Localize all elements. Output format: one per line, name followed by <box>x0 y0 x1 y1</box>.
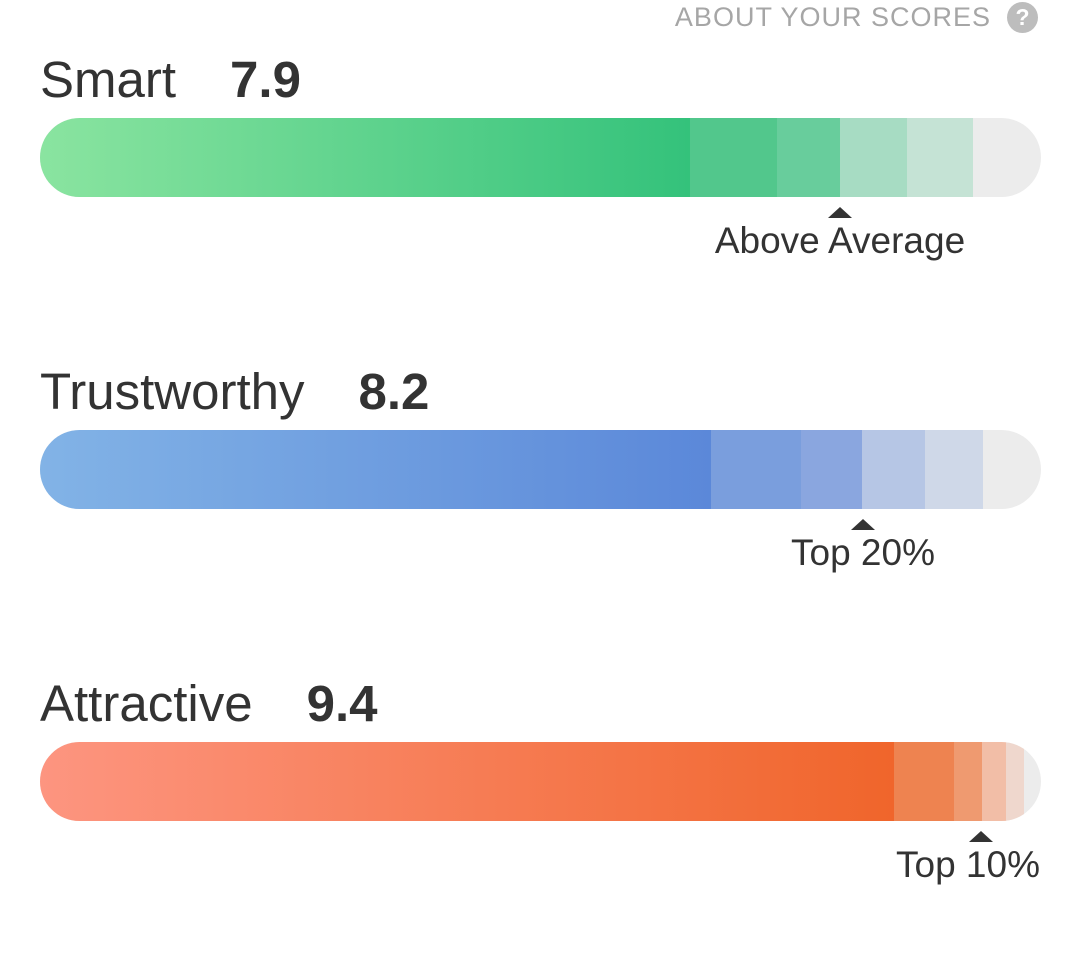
score-bar-segment <box>777 118 840 197</box>
score-header: Smart 7.9 <box>40 50 301 120</box>
about-your-scores-label: ABOUT YOUR SCORES <box>674 2 991 32</box>
score-bar <box>40 118 1041 197</box>
score-name: Trustworthy <box>40 363 305 420</box>
score-bar-segment <box>801 430 862 509</box>
score-bar-fill <box>40 118 690 197</box>
score-name: Attractive <box>40 675 253 732</box>
score-rating-label: Top 20% <box>791 532 935 573</box>
score-bar-segment <box>862 430 925 509</box>
score-bar <box>40 742 1041 821</box>
score-rating-label: Above Average <box>714 220 966 261</box>
score-bar-segment <box>982 742 1006 821</box>
score-value: 8.2 <box>358 363 430 420</box>
score-bar-segment <box>894 742 954 821</box>
score-attractive: Attractive 9.4 Top 10% <box>40 674 1041 934</box>
score-bar-fill <box>40 742 894 821</box>
score-rating-label: Top 10% <box>896 844 1040 885</box>
score-name: Smart <box>40 51 177 108</box>
score-bar-segment <box>711 430 801 509</box>
score-bar-segment <box>840 118 907 197</box>
score-bar-segment <box>690 118 777 197</box>
about-your-scores-link[interactable]: ABOUT YOUR SCORES ? <box>675 2 1038 33</box>
score-marker-arrow <box>828 207 852 218</box>
score-value: 7.9 <box>230 51 301 108</box>
score-bar-segment <box>954 742 982 821</box>
score-bar-segment <box>925 430 983 509</box>
score-smart: Smart 7.9 Above Average <box>40 50 1041 310</box>
score-bar <box>40 430 1041 509</box>
score-header: Trustworthy 8.2 <box>40 362 429 432</box>
score-marker-arrow <box>969 831 993 842</box>
score-marker-arrow <box>851 519 875 530</box>
score-bar-segment <box>1006 742 1024 821</box>
score-header: Attractive 9.4 <box>40 674 377 744</box>
score-trustworthy: Trustworthy 8.2 Top 20% <box>40 362 1041 622</box>
score-bar-segment <box>907 118 973 197</box>
score-value: 9.4 <box>306 675 378 732</box>
score-bar-fill <box>40 430 711 509</box>
question-mark-circle-icon[interactable]: ? <box>1007 2 1038 33</box>
